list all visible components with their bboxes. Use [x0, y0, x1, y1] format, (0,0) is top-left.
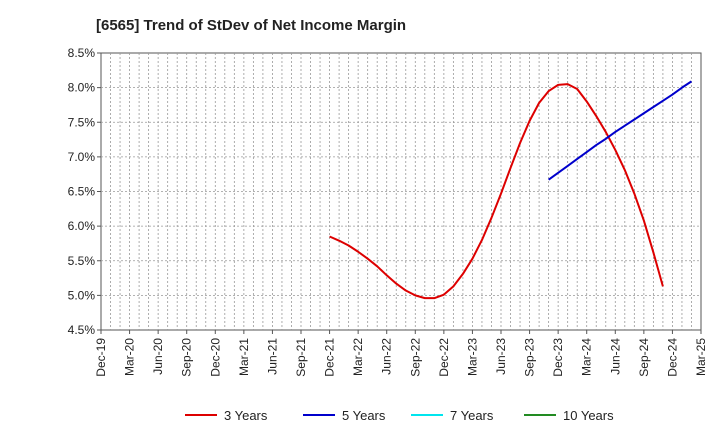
y-tick-label: 6.5%: [68, 185, 96, 199]
y-tick-label: 8.5%: [68, 46, 96, 60]
x-tick-label: Mar-21: [237, 338, 251, 376]
x-tick-label: Jun-22: [380, 338, 394, 375]
x-tick-label: Mar-24: [580, 338, 594, 376]
legend-label: 10 Years: [563, 408, 614, 423]
x-tick-label: Jun-24: [608, 338, 622, 375]
x-tick-label: Sep-24: [637, 338, 651, 377]
y-tick-label: 5.0%: [68, 288, 96, 302]
x-tick-label: Sep-20: [180, 338, 194, 377]
y-tick-label: 8.0%: [68, 81, 96, 95]
legend-label: 5 Years: [342, 408, 386, 423]
x-tick-label: Mar-22: [351, 338, 365, 376]
x-tick-label: Mar-23: [465, 338, 479, 376]
x-tick-label: Sep-22: [408, 338, 422, 377]
x-tick-label: Sep-21: [294, 338, 308, 377]
legend-label: 3 Years: [224, 408, 268, 423]
x-tick-label: Jun-23: [494, 338, 508, 375]
legend: 3 Years 5 Years 7 Years 10 Years: [185, 408, 614, 423]
y-tick-label: 7.0%: [68, 150, 96, 164]
y-tick-label: 5.5%: [68, 254, 96, 268]
chart-title: [6565] Trend of StDev of Net Income Marg…: [96, 17, 406, 34]
x-tick-label: Dec-20: [208, 338, 222, 377]
series: [329, 80, 693, 300]
y-tick-label: 7.5%: [68, 115, 96, 129]
x-tick-label: Dec-22: [437, 338, 451, 377]
series-line-5-years: [548, 80, 693, 181]
x-tick-label: Mar-20: [123, 338, 137, 376]
x-tick-label: Mar-25: [694, 338, 708, 376]
y-tick-label: 4.5%: [68, 323, 96, 337]
x-tick-label: Dec-23: [551, 338, 565, 377]
x-tick-label: Jun-21: [265, 338, 279, 375]
x-axis: Dec-19 Mar-20 Jun-20 Sep-20 Dec-20 Mar-21 Jun-…: [94, 330, 708, 377]
x-tick-label: Jun-20: [151, 338, 165, 375]
x-tick-label: Dec-21: [323, 338, 337, 377]
x-tick-label: Dec-24: [665, 338, 679, 377]
series-line-3-years: [329, 83, 664, 300]
y-tick-label: 6.0%: [68, 219, 96, 233]
x-tick-label: Sep-23: [523, 338, 537, 377]
y-axis: 8.5% 8.0% 7.5% 7.0% 6.5% 6.0% 5.5% 5.0% 4.5%: [68, 46, 101, 337]
legend-label: 7 Years: [450, 408, 494, 423]
x-tick-label: Dec-19: [94, 338, 108, 377]
